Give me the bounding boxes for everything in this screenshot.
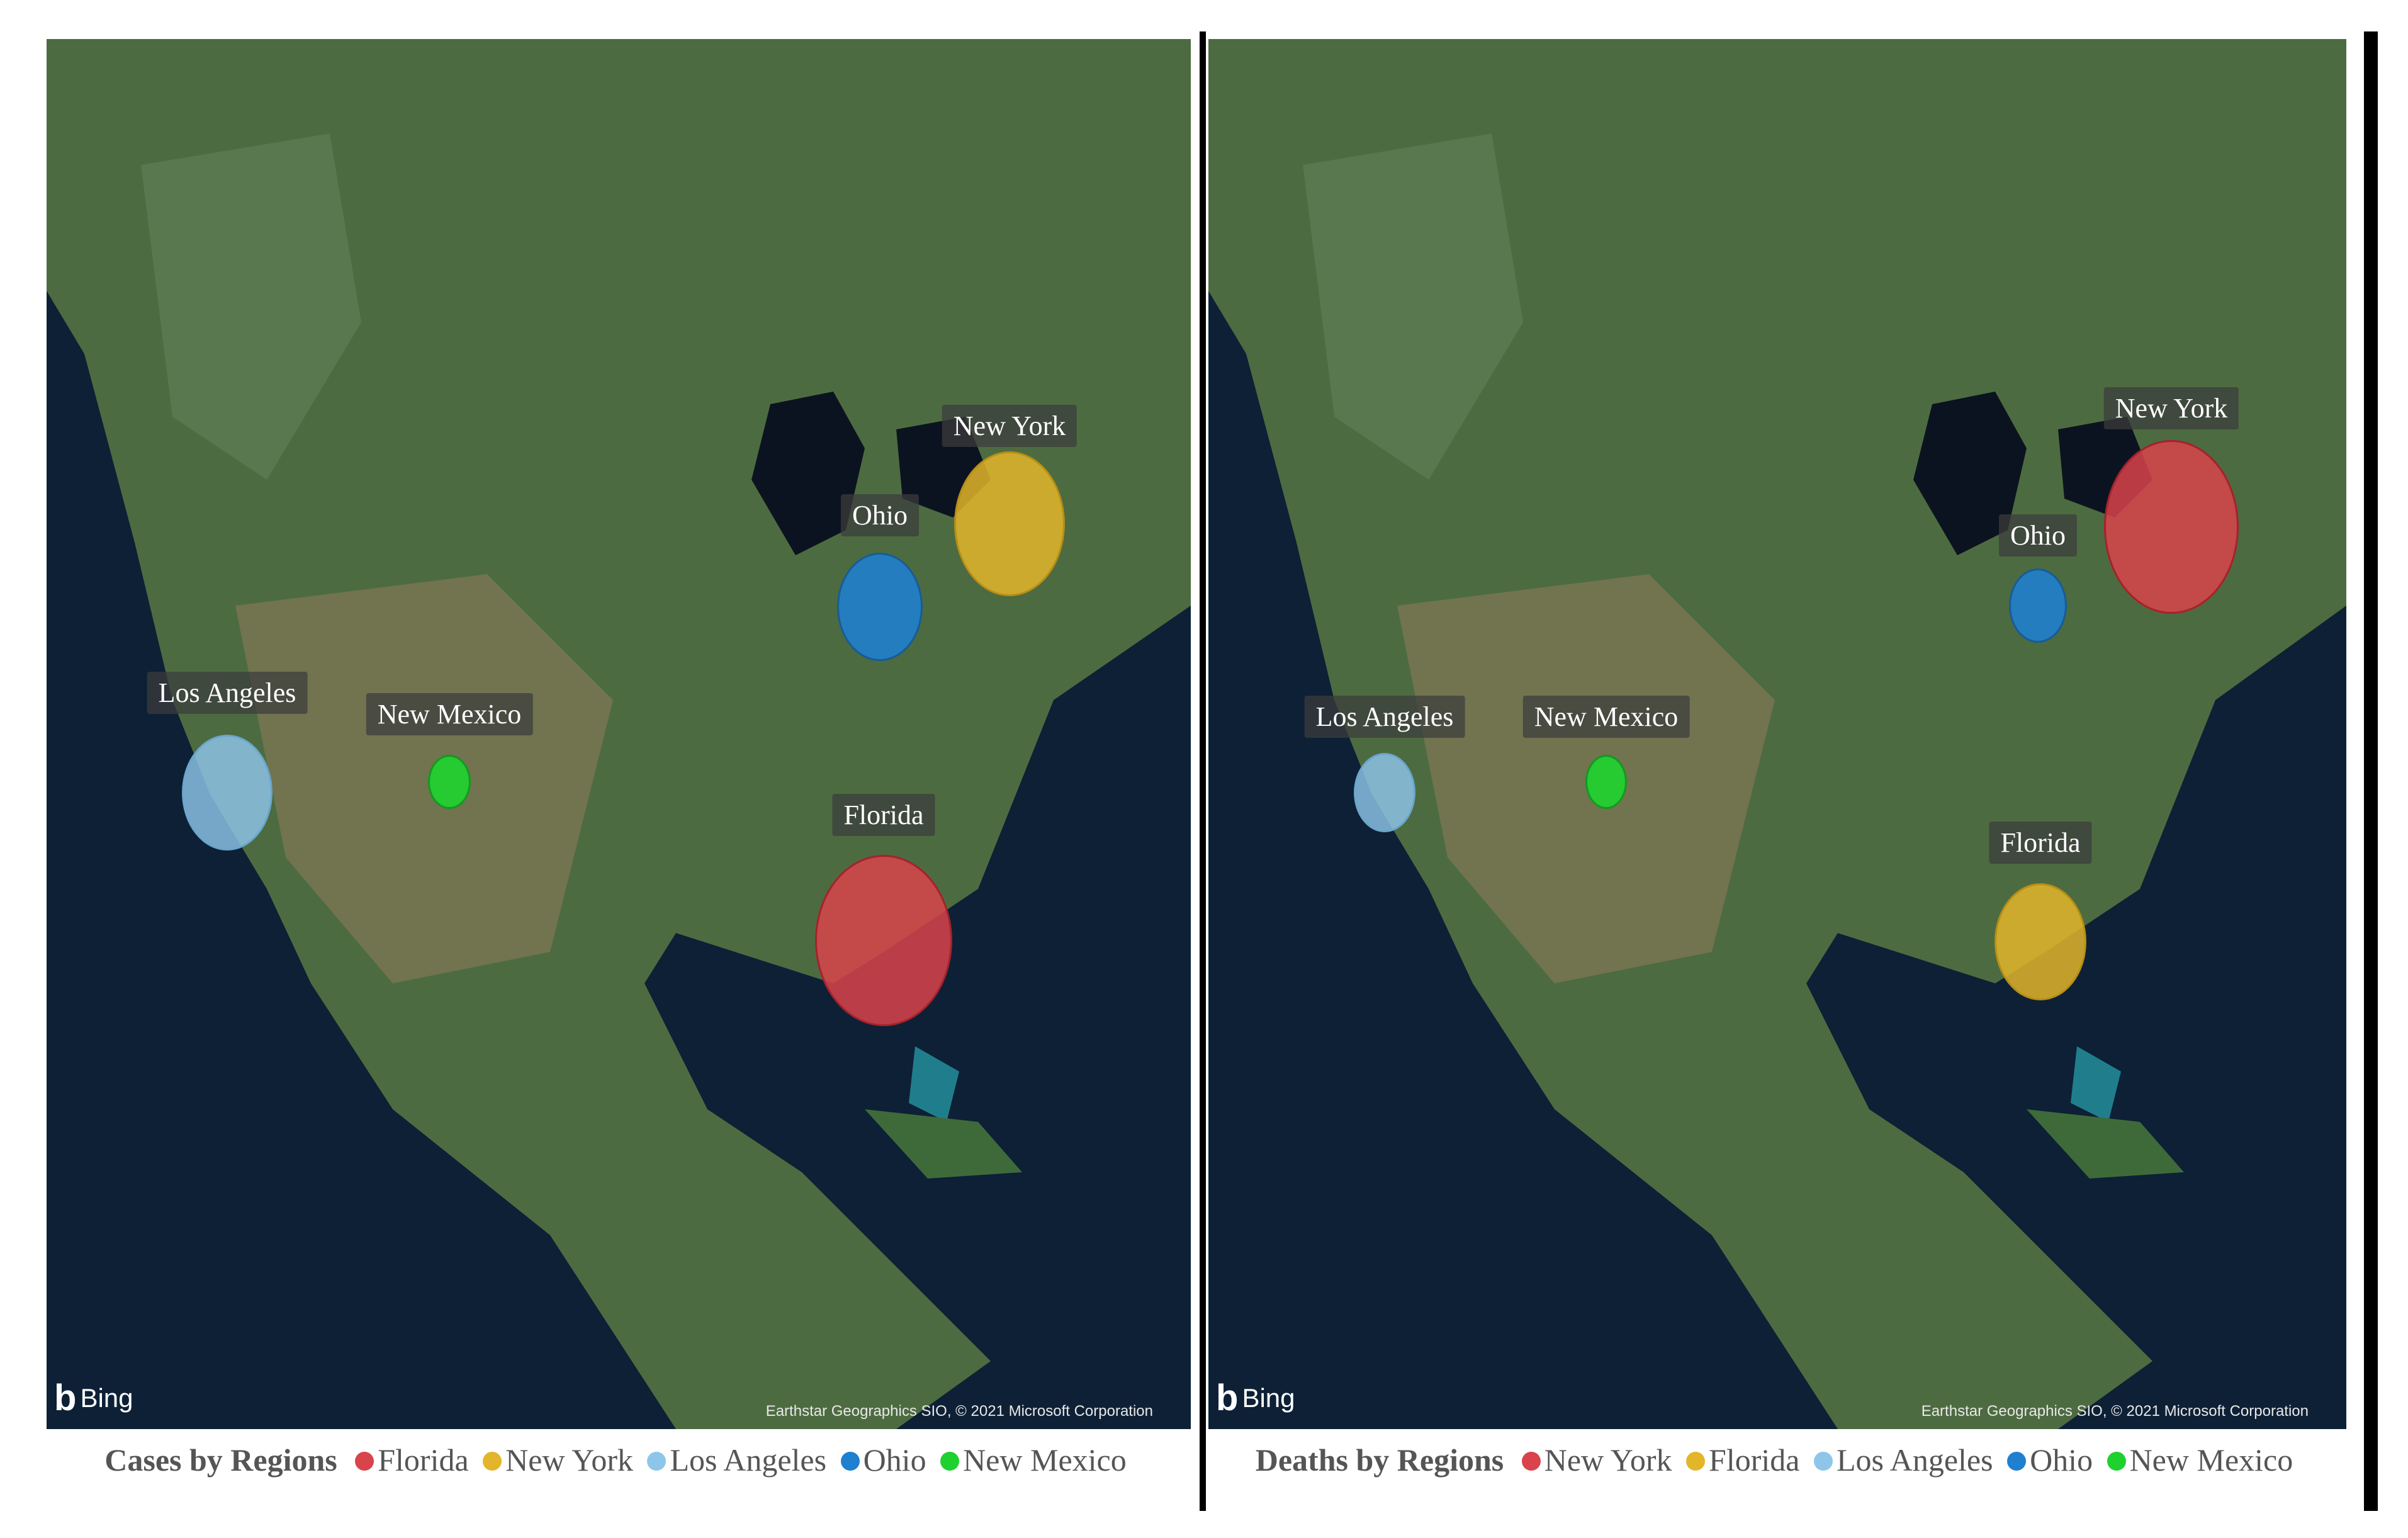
- bing-text: Bing: [80, 1383, 133, 1413]
- new-york-dot-icon: [483, 1451, 502, 1471]
- legend-item-ohio[interactable]: Ohio: [2007, 1442, 2093, 1478]
- bing-logo: b Bing: [54, 1380, 133, 1416]
- new-york-bubble[interactable]: [954, 451, 1065, 596]
- bing-icon: b: [54, 1377, 77, 1418]
- legend-title: Deaths by Regions: [1255, 1442, 1504, 1478]
- deaths-map-panel: New York Ohio Los Angeles New Mexico Flo…: [1208, 0, 2379, 1538]
- legend-item-florida[interactable]: Florida: [1686, 1442, 1799, 1478]
- florida-bubble[interactable]: [815, 855, 952, 1026]
- new-mexico-bubble[interactable]: [428, 755, 471, 809]
- ohio-bubble[interactable]: [2009, 568, 2067, 643]
- map-attribution: Earthstar Geographics SIO, © 2021 Micros…: [1921, 1403, 2309, 1420]
- deaths-map[interactable]: New York Ohio Los Angeles New Mexico Flo…: [1208, 39, 2346, 1429]
- new-york-label: New York: [942, 405, 1077, 447]
- legend-item-new-york[interactable]: New York: [483, 1442, 633, 1478]
- new-york-dot-icon: [1521, 1451, 1541, 1471]
- new-mexico-label: New Mexico: [366, 693, 533, 735]
- new-york-bubble[interactable]: [2104, 440, 2239, 614]
- florida-label: Florida: [1989, 822, 2092, 864]
- legend-item-ohio[interactable]: Ohio: [840, 1442, 926, 1478]
- ohio-label: Ohio: [1999, 514, 2077, 557]
- legend-item-los-angeles[interactable]: Los Angeles: [647, 1442, 826, 1478]
- bing-text: Bing: [1242, 1383, 1295, 1413]
- los-angeles-dot-icon: [647, 1451, 667, 1471]
- map-attribution: Earthstar Geographics SIO, © 2021 Micros…: [765, 1403, 1153, 1420]
- ohio-label: Ohio: [841, 494, 919, 536]
- new-mexico-label: New Mexico: [1522, 696, 1690, 738]
- florida-dot-icon: [355, 1451, 374, 1471]
- los-angeles-dot-icon: [1813, 1451, 1833, 1471]
- legend-item-new-york[interactable]: New York: [1521, 1442, 1672, 1478]
- map-terrain: [1208, 39, 2346, 1429]
- legend-item-new-mexico[interactable]: New Mexico: [940, 1442, 1127, 1478]
- florida-bubble[interactable]: [1994, 883, 2086, 1000]
- deaths-legend: Deaths by Regions New York Florida Los A…: [1208, 1442, 2346, 1478]
- bing-logo: b Bing: [1216, 1380, 1295, 1416]
- florida-dot-icon: [1686, 1451, 1706, 1471]
- ohio-dot-icon: [840, 1451, 860, 1471]
- legend-item-new-mexico[interactable]: New Mexico: [2107, 1442, 2293, 1478]
- bing-icon: b: [1216, 1377, 1239, 1418]
- legend-title: Cases by Regions: [104, 1442, 337, 1478]
- los-angeles-label: Los Angeles: [1304, 696, 1465, 738]
- right-border: [2364, 31, 2378, 1511]
- ohio-dot-icon: [2007, 1451, 2027, 1471]
- new-york-label: New York: [2103, 387, 2239, 429]
- legend-item-florida[interactable]: Florida: [355, 1442, 469, 1478]
- los-angeles-bubble[interactable]: [1354, 753, 1415, 832]
- ohio-bubble[interactable]: [837, 553, 923, 661]
- los-angeles-bubble[interactable]: [182, 735, 273, 851]
- cases-legend: Cases by Regions Florida New York Los An…: [47, 1442, 1191, 1478]
- cases-map[interactable]: New York Ohio Los Angeles New Mexico Flo…: [47, 39, 1191, 1429]
- cases-map-panel: New York Ohio Los Angeles New Mexico Flo…: [0, 0, 1196, 1538]
- new-mexico-dot-icon: [940, 1451, 960, 1471]
- new-mexico-bubble[interactable]: [1585, 755, 1627, 809]
- los-angeles-label: Los Angeles: [147, 672, 308, 714]
- new-mexico-dot-icon: [2107, 1451, 2126, 1471]
- map-terrain: [47, 39, 1191, 1429]
- legend-item-los-angeles[interactable]: Los Angeles: [1813, 1442, 1993, 1478]
- florida-label: Florida: [832, 794, 935, 836]
- panel-divider: [1200, 31, 1206, 1511]
